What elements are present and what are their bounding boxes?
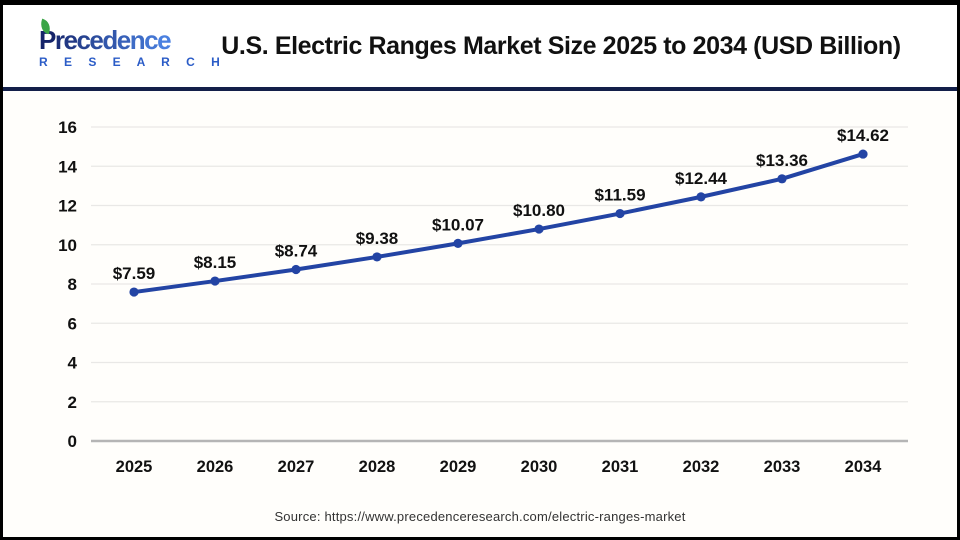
brand-logo-wordmark: Precedence <box>38 18 209 55</box>
svg-text:6: 6 <box>68 314 77 333</box>
svg-text:0: 0 <box>68 432 77 451</box>
svg-text:2032: 2032 <box>683 458 720 476</box>
header: Precedence R E S E A R C H U.S. Electric… <box>3 5 957 91</box>
line-chart: 0 2 4 6 8 10 12 14 16 2025 2026 2027 2028 2029 2030 203… <box>58 118 908 476</box>
page-title: U.S. Electric Ranges Market Size 2025 to… <box>221 31 901 60</box>
svg-text:12: 12 <box>58 197 77 216</box>
svg-text:$8.74: $8.74 <box>275 241 318 260</box>
svg-text:8: 8 <box>68 275 77 294</box>
svg-text:2: 2 <box>68 393 77 412</box>
svg-text:10: 10 <box>58 236 77 255</box>
svg-text:2028: 2028 <box>359 458 396 476</box>
brand-logo: Precedence R E S E A R C H <box>38 18 227 70</box>
svg-text:2034: 2034 <box>845 458 883 476</box>
svg-text:4: 4 <box>68 354 78 373</box>
svg-text:$8.15: $8.15 <box>194 253 237 272</box>
svg-text:$12.44: $12.44 <box>675 169 728 188</box>
chart-area: 0 2 4 6 8 10 12 14 16 2025 2026 2027 2028 2029 2030 203… <box>3 91 957 537</box>
svg-text:16: 16 <box>58 118 77 137</box>
title-area: U.S. Electric Ranges Market Size 2025 to… <box>209 32 939 61</box>
svg-text:2025: 2025 <box>116 458 153 476</box>
svg-text:$9.38: $9.38 <box>356 229 399 248</box>
svg-text:$13.36: $13.36 <box>756 151 808 170</box>
svg-text:$14.62: $14.62 <box>837 126 889 145</box>
svg-text:$10.07: $10.07 <box>432 215 484 234</box>
svg-text:14: 14 <box>58 157 77 176</box>
svg-text:2033: 2033 <box>764 458 801 476</box>
svg-text:$10.80: $10.80 <box>513 201 565 220</box>
source-caption: Source: https://www.precedenceresearch.c… <box>274 509 686 524</box>
svg-text:2030: 2030 <box>521 458 558 476</box>
svg-text:$11.59: $11.59 <box>594 186 645 205</box>
brand-logo-text: Precedence <box>39 24 172 55</box>
svg-text:2026: 2026 <box>197 458 234 476</box>
svg-text:$7.59: $7.59 <box>113 264 156 283</box>
brand-logo-subtext: R E S E A R C H <box>39 55 227 70</box>
svg-text:2029: 2029 <box>440 458 477 476</box>
svg-text:2027: 2027 <box>278 458 315 476</box>
svg-text:2031: 2031 <box>602 458 639 476</box>
